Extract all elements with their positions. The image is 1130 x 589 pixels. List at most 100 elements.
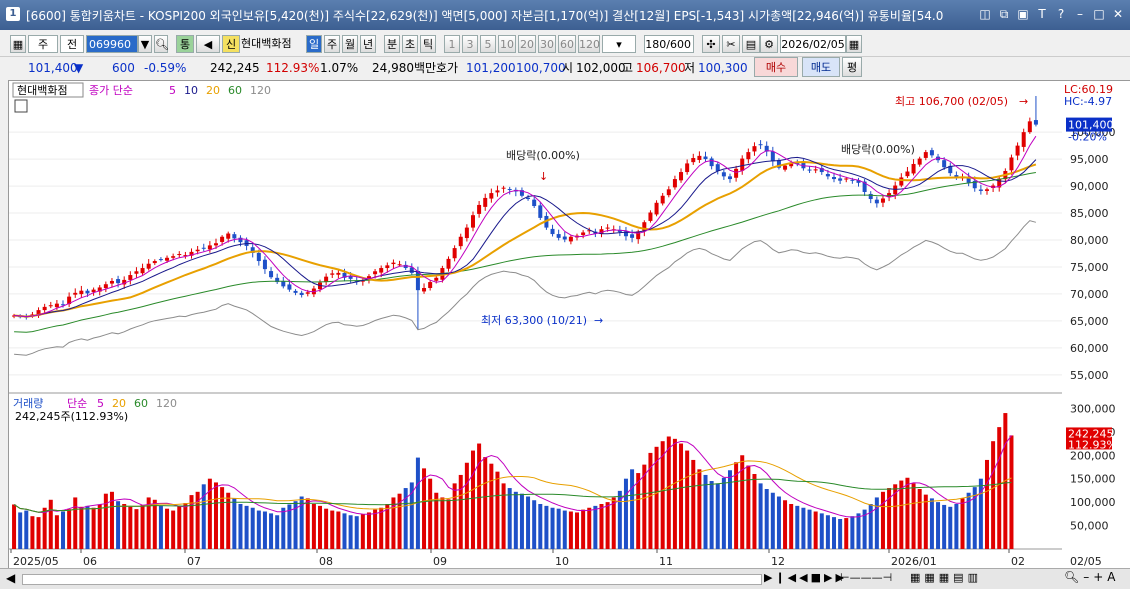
period-1[interactable]: 1 bbox=[444, 35, 460, 53]
search-icon[interactable]: 🔍︎ bbox=[154, 35, 169, 53]
candle-body bbox=[281, 281, 286, 287]
tf-year[interactable]: 년 bbox=[360, 35, 376, 53]
save-icon[interactable]: ▤ bbox=[742, 35, 760, 53]
link-icon[interactable]: ◫ bbox=[979, 7, 991, 21]
price-tag-box bbox=[1066, 117, 1112, 132]
lc-label: LC:60.19 bbox=[1064, 83, 1113, 96]
stock-code-input[interactable]: 069960 bbox=[86, 35, 138, 53]
volume-bar bbox=[422, 468, 427, 549]
tf-month[interactable]: 월 bbox=[342, 35, 358, 53]
current-price: 101,400 bbox=[28, 61, 78, 75]
period-30[interactable]: 30 bbox=[538, 35, 556, 53]
volume-bar bbox=[483, 457, 488, 549]
volume-bar bbox=[923, 494, 928, 549]
high-annotation: 최고 106,700 (02/05) bbox=[895, 95, 1008, 108]
sound-icon[interactable]: ◀︎ bbox=[196, 35, 220, 53]
candle-body bbox=[911, 163, 916, 174]
buy-button[interactable]: 매수 bbox=[754, 57, 798, 77]
volume-bar bbox=[776, 496, 781, 549]
volume-bar bbox=[109, 491, 114, 549]
volume-bar bbox=[623, 478, 628, 549]
mode-tong-button[interactable]: 통 bbox=[176, 35, 194, 53]
font-icon[interactable]: T bbox=[1038, 7, 1046, 21]
horizontal-scrollbar[interactable] bbox=[22, 574, 762, 585]
candle-body bbox=[128, 275, 133, 280]
volume-bar bbox=[764, 489, 769, 549]
candle-body bbox=[862, 181, 867, 193]
candle-body bbox=[391, 262, 396, 265]
gear-icon[interactable]: ⚙ bbox=[760, 35, 778, 53]
count-input[interactable]: 180/600 bbox=[644, 35, 694, 53]
candle-body bbox=[844, 178, 849, 180]
tf-minute[interactable]: 분 bbox=[384, 35, 400, 53]
candle-body bbox=[42, 306, 47, 311]
avg-button[interactable]: 평 bbox=[842, 57, 862, 77]
chart-settings-icon[interactable]: ▦ bbox=[10, 35, 26, 53]
x-tick-label: 06 bbox=[83, 555, 97, 568]
tool-icon[interactable]: ✂ bbox=[722, 35, 740, 53]
tf-day[interactable]: 일 bbox=[306, 35, 322, 53]
market-select[interactable]: 전 bbox=[60, 35, 84, 53]
candle-body bbox=[770, 151, 775, 162]
zoom-icon[interactable]: ✣ bbox=[702, 35, 720, 53]
period-20[interactable]: 20 bbox=[518, 35, 536, 53]
volume-bar bbox=[544, 505, 549, 549]
candle-body bbox=[807, 169, 812, 171]
chart-tools[interactable]: ▦▦▦▤▥ bbox=[910, 571, 982, 584]
playback-controls[interactable]: ▶❙◀◀■▶▶ bbox=[764, 571, 847, 584]
y-axis-svg: 100,000 95,000 90,000 85,000 80,000 75,000 70,… bbox=[1064, 83, 1117, 568]
candle-body bbox=[905, 171, 910, 177]
volume-ma-legend: 60 bbox=[134, 397, 148, 410]
date-input[interactable]: 2026/02/05 bbox=[780, 35, 846, 53]
code-dropdown-icon[interactable]: ▼ bbox=[138, 35, 152, 53]
period-120[interactable]: 120 bbox=[578, 35, 600, 53]
volume-bar bbox=[48, 499, 53, 549]
period-60[interactable]: 60 bbox=[558, 35, 576, 53]
candle-body bbox=[1033, 120, 1038, 125]
calendar-icon[interactable]: ▦ bbox=[846, 35, 862, 53]
zoom-icons[interactable]: 🔍︎–+A bbox=[1064, 570, 1120, 584]
grid-toggle-icon bbox=[14, 99, 28, 113]
period-5[interactable]: 5 bbox=[480, 35, 496, 53]
candle-body bbox=[324, 276, 329, 282]
volume-bar bbox=[299, 496, 304, 549]
volume-bar bbox=[85, 505, 90, 549]
zoom-slider[interactable]: ⊢———⊣ bbox=[840, 571, 893, 584]
help-icon[interactable]: ? bbox=[1057, 7, 1065, 21]
minimize-icon[interactable]: – bbox=[1077, 7, 1083, 21]
candle-body bbox=[752, 146, 757, 152]
volume-bar bbox=[611, 497, 616, 549]
price-legend-label: 종가 단순 bbox=[89, 84, 133, 97]
volume-bar bbox=[887, 488, 892, 549]
volume-bar bbox=[801, 507, 806, 549]
period-10[interactable]: 10 bbox=[498, 35, 516, 53]
mode-sin-button[interactable]: 신 bbox=[222, 35, 240, 53]
candle-body bbox=[385, 265, 390, 269]
x-tick-label: 08 bbox=[319, 555, 333, 568]
chart-area[interactable]: 2025/05 06 07 08 09 10 11 12 2026/01 02 현대백화점 종가 단순… bbox=[8, 80, 1071, 571]
ma10-line bbox=[14, 156, 1037, 318]
chart-svg[interactable]: 2025/05 06 07 08 09 10 11 12 2026/01 02 현대백화점 종가 단순… bbox=[9, 81, 1071, 571]
tf-tick[interactable]: 틱 bbox=[420, 35, 436, 53]
period-3[interactable]: 3 bbox=[462, 35, 478, 53]
candle-body bbox=[825, 173, 830, 177]
volume-bar bbox=[318, 505, 323, 549]
period-custom-select[interactable]: ▾ bbox=[602, 35, 636, 53]
volume-bar bbox=[61, 511, 66, 549]
sell-button[interactable]: 매도 bbox=[802, 57, 840, 77]
volume-bar bbox=[936, 502, 941, 549]
restore-icon[interactable]: ⧉ bbox=[999, 7, 1009, 21]
tf-week[interactable]: 주 bbox=[324, 35, 340, 53]
close-icon[interactable]: ✕ bbox=[1112, 7, 1124, 21]
candle-body bbox=[954, 175, 959, 177]
volume-bar bbox=[30, 516, 35, 549]
scroll-left-icon[interactable]: ◀ bbox=[6, 571, 16, 585]
price-tick-label: 90,000 bbox=[1070, 180, 1109, 193]
period-unit-select[interactable]: 주 bbox=[28, 35, 58, 53]
pin-icon[interactable]: ▣ bbox=[1017, 7, 1029, 21]
low-arrow-icon: → bbox=[594, 314, 603, 327]
volume-tick-label: 50,000 bbox=[1070, 520, 1109, 533]
maximize-icon[interactable]: □ bbox=[1093, 7, 1105, 21]
tf-second[interactable]: 초 bbox=[402, 35, 418, 53]
volume-bar bbox=[954, 504, 959, 549]
